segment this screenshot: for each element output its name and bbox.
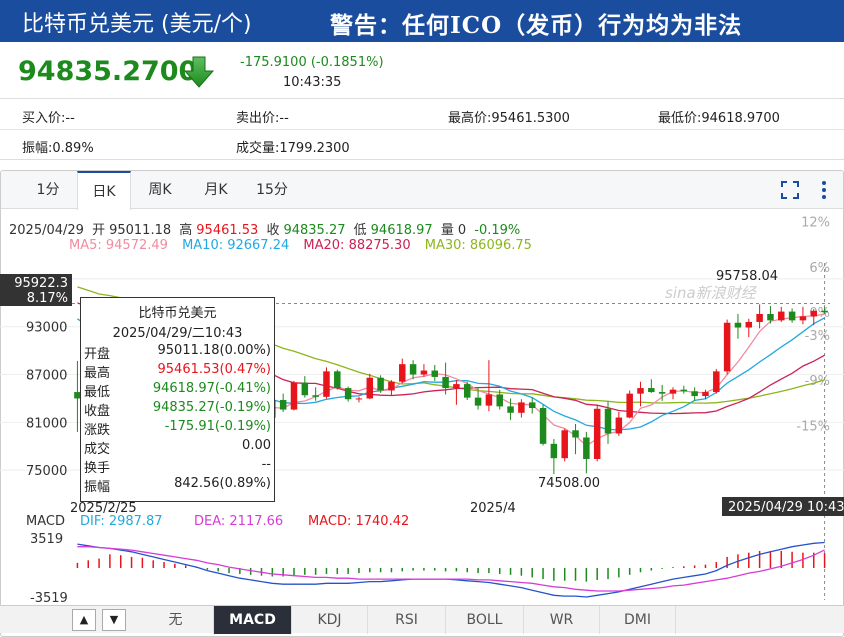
- volume: 成交量:1799.2300: [236, 141, 350, 156]
- ohlc-high: 95461.53: [196, 223, 259, 238]
- low-price: 最低价:94618.9700: [658, 111, 780, 126]
- ohlc-open-label: 开: [92, 223, 106, 238]
- tooltip-key: 振幅: [84, 480, 111, 495]
- tooltip-row: 涨跌 -175.91(-0.19%): [84, 419, 271, 438]
- indicator-tab-dmi[interactable]: DMI: [600, 606, 676, 634]
- tooltip-key: 换手: [84, 461, 111, 476]
- ico-warning: 警告：任何ICO（发币）行为均为非法: [330, 12, 743, 39]
- quote-row: 94835.2700 -175.9100 (-0.1851%) 10:43:35: [0, 42, 844, 98]
- period-tabs: 1分 日K 周K 月K 15分: [1, 171, 843, 210]
- indicator-tab-macd[interactable]: MACD: [214, 606, 292, 634]
- tooltip-row: 收盘 94835.27(-0.19%): [84, 400, 271, 419]
- tab-weekly[interactable]: 周K: [148, 182, 172, 198]
- tooltip-row: 成交 0.00: [84, 438, 271, 457]
- amplitude: 振幅:0.89%: [22, 141, 94, 156]
- ohlc-open: 95011.18: [109, 223, 172, 238]
- indicator-tab-kdj[interactable]: KDJ: [292, 606, 368, 634]
- tooltip-value: 0.00: [242, 438, 271, 453]
- tooltip-datetime: 2025/04/29/二10:43: [112, 326, 243, 341]
- tooltip-key: 成交: [84, 442, 111, 457]
- sell-price: 卖出价:--: [236, 111, 289, 126]
- ma30-legend: MA30: 86096.75: [424, 238, 532, 253]
- more-menu-icon[interactable]: [814, 180, 834, 200]
- ma20-legend: MA20: 88275.30: [303, 238, 411, 253]
- ohlc-summary: 2025/04/29 开 95011.18 高 95461.53 收 94835.27…: [9, 219, 524, 238]
- ohlc-close: 94835.27: [283, 223, 346, 238]
- tooltip-row: 振幅 842.56(0.89%): [84, 476, 271, 495]
- quote-info-grid: 买入价:-- 卖出价:-- 最高价:95461.5300 最低价:94618.9…: [0, 98, 844, 160]
- quote-time: 10:43:35: [283, 75, 342, 90]
- page-title: 比特币兑美元 (美元/个): [22, 12, 252, 37]
- header-bar: 比特币兑美元 (美元/个) 警告：任何ICO（发币）行为均为非法: [0, 0, 844, 42]
- tooltip-row: 开盘 95011.18(0.00%): [84, 343, 271, 362]
- tooltip-value: 94835.27(-0.19%): [152, 400, 271, 415]
- tooltip-row: 换手 --: [84, 457, 271, 476]
- scroll-up-button[interactable]: ▲: [72, 609, 96, 631]
- indicator-tab-wr[interactable]: WR: [524, 606, 600, 634]
- ohlc-low-label: 低: [353, 223, 367, 238]
- tooltip-title: 比特币兑美元: [138, 306, 217, 321]
- tooltip-key: 收盘: [84, 404, 111, 419]
- ohlc-high-label: 高: [179, 223, 193, 238]
- indicator-tab-none[interactable]: 无: [138, 606, 214, 634]
- indicator-tabs: ▲ ▼ 无 MACD KDJ RSI BOLL WR DMI: [0, 605, 844, 634]
- fullscreen-icon[interactable]: [780, 180, 800, 200]
- tooltip-key: 涨跌: [84, 423, 111, 438]
- chart-panel: 1分 日K 周K 月K 15分 2025/04/29 开 95011.18 高 95…: [0, 170, 844, 637]
- ohlc-vol-label: 量: [440, 223, 454, 238]
- tooltip-key: 最高: [84, 366, 111, 381]
- ohlc-vol: 0: [457, 223, 467, 238]
- tooltip-value: --: [261, 457, 271, 472]
- tab-15min[interactable]: 15分: [256, 182, 288, 198]
- indicator-tab-boll[interactable]: BOLL: [446, 606, 524, 634]
- indicator-tab-rsi[interactable]: RSI: [368, 606, 446, 634]
- ohlc-date: 2025/04/29: [9, 223, 84, 238]
- tooltip-value: 95011.18(0.00%): [157, 343, 271, 358]
- tooltip-value: 842.56(0.89%): [174, 476, 271, 491]
- tooltip-key: 开盘: [84, 347, 111, 362]
- tooltip-value: 94618.97(-0.41%): [152, 381, 271, 396]
- ohlc-change: -0.19%: [474, 223, 521, 238]
- tab-1min[interactable]: 1分: [36, 182, 60, 198]
- tooltip-row: 最高 95461.53(0.47%): [84, 362, 271, 381]
- ohlc-close-label: 收: [266, 223, 280, 238]
- scroll-down-button[interactable]: ▼: [102, 609, 126, 631]
- tab-daily[interactable]: 日K: [77, 171, 131, 210]
- tab-monthly[interactable]: 月K: [204, 182, 228, 198]
- price-change: -175.9100 (-0.1851%): [240, 55, 384, 70]
- current-price: 94835.2700: [18, 56, 198, 87]
- tooltip-value: 95461.53(0.47%): [157, 362, 271, 377]
- down-arrow-icon: [184, 56, 214, 88]
- tooltip-row: 最低 94618.97(-0.41%): [84, 381, 271, 400]
- ma5-legend: MA5: 94572.49: [69, 238, 168, 253]
- candle-tooltip: 比特币兑美元 2025/04/29/二10:43 开盘 95011.18(0.00…: [80, 297, 275, 502]
- ohlc-low: 94618.97: [370, 223, 433, 238]
- buy-price: 买入价:--: [22, 111, 75, 126]
- info-divider: [0, 129, 844, 130]
- ma-legend: MA5: 94572.49 MA10: 92667.24 MA20: 88275…: [69, 238, 542, 253]
- ma10-legend: MA10: 92667.24: [182, 238, 290, 253]
- tooltip-key: 最低: [84, 385, 111, 400]
- tooltip-value: -175.91(-0.19%): [164, 419, 271, 434]
- high-price: 最高价:95461.5300: [448, 111, 570, 126]
